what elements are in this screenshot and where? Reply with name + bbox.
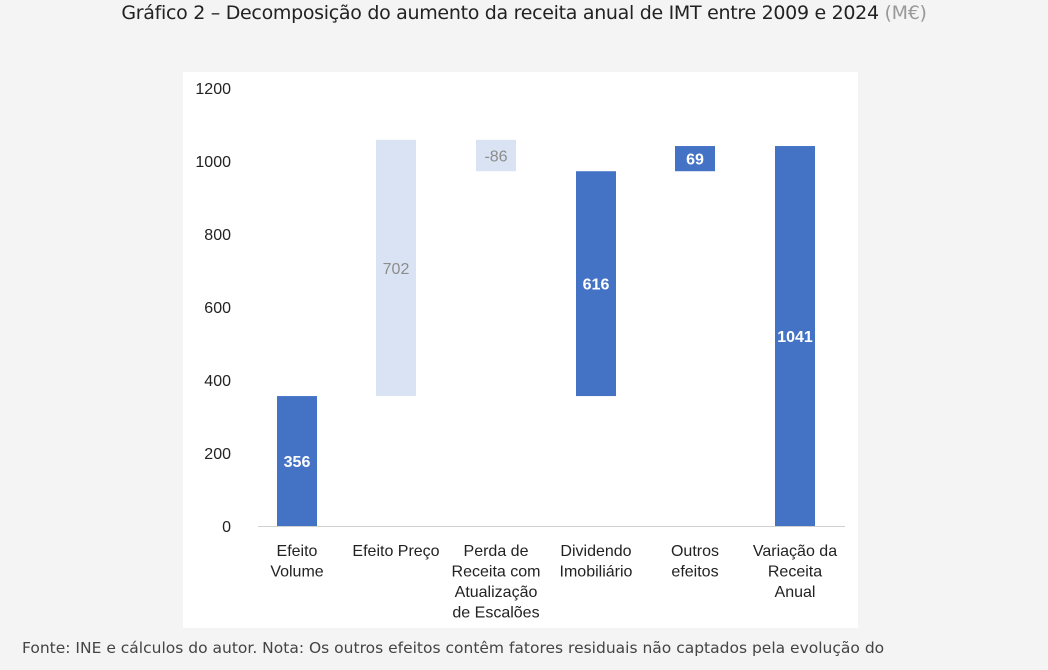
chart-title: Gráfico 2 – Decomposição do aumento da r… xyxy=(0,2,1048,24)
category-label: Anual xyxy=(775,584,816,601)
category-label: Volume xyxy=(270,564,323,581)
y-tick-label: 400 xyxy=(204,373,231,390)
waterfall-chart: 0 200 400 600 800 1000 1200 356 Efeito Volume 702 E… xyxy=(195,81,845,622)
category-label: Variação da xyxy=(753,543,837,560)
title-text: Gráfico 2 – Decomposição do aumento da r… xyxy=(121,2,879,24)
category-label: efeitos xyxy=(671,564,718,581)
y-tick-label: 800 xyxy=(204,227,231,244)
bar xyxy=(775,146,815,526)
category-label: Efeito Preço xyxy=(352,543,439,560)
category-label: Receita xyxy=(768,564,822,581)
bar xyxy=(576,171,616,397)
data-label: 69 xyxy=(686,152,704,169)
category-label: Efeito xyxy=(277,543,318,560)
data-label: -86 xyxy=(484,149,507,166)
source-note: Fonte: INE e cálculos do autor. Nota: Os… xyxy=(22,639,885,657)
bar xyxy=(675,146,715,172)
category-label: Receita com xyxy=(452,564,541,581)
data-label: 1041 xyxy=(777,329,813,346)
title-unit: (M€) xyxy=(884,2,927,24)
y-tick-label: 200 xyxy=(204,446,231,463)
data-label: 702 xyxy=(383,261,410,278)
category-label: de Escalões xyxy=(452,605,539,622)
chart-area: 0 200 400 600 800 1000 1200 356 Efeito Volume 702 E… xyxy=(183,72,858,628)
data-label: 356 xyxy=(284,454,311,471)
data-label: 616 xyxy=(583,277,610,294)
y-tick-label: 600 xyxy=(204,300,231,317)
category-label: Outros xyxy=(671,543,719,560)
bar xyxy=(376,139,416,397)
y-tick-label: 1000 xyxy=(195,154,231,171)
category-label: Perda de xyxy=(464,543,529,560)
category-label: Atualização xyxy=(455,584,538,601)
bar xyxy=(476,139,516,172)
category-label: Imobiliário xyxy=(560,564,633,581)
y-tick-label: 1200 xyxy=(195,81,231,98)
bar xyxy=(277,396,317,526)
category-label: Dividendo xyxy=(560,543,631,560)
y-tick-label: 0 xyxy=(222,519,231,536)
